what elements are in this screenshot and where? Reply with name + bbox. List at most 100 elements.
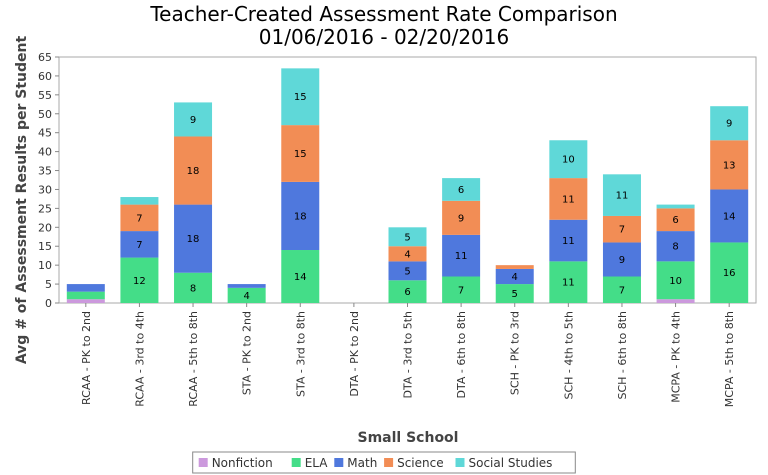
- data-label: 4: [404, 249, 410, 260]
- bar-segment: [710, 189, 749, 243]
- bar-segment: [388, 246, 427, 262]
- data-label: 7: [458, 285, 464, 296]
- bar-segment: [495, 268, 534, 285]
- chart-title: Teacher-Created Assessment Rate Comparis…: [149, 2, 617, 26]
- legend-swatch: [455, 458, 465, 467]
- x-tick-label: SCH - 6th to 8th: [616, 311, 629, 400]
- data-label: 6: [672, 215, 678, 226]
- x-axis-title: Small School: [358, 430, 459, 446]
- data-label: 14: [723, 211, 736, 222]
- y-axis: 0 5 10 15 20 25 30 35 40 45 50 55 60 65: [38, 51, 59, 310]
- x-tick-label: MCPA - 5th to 8th: [723, 311, 736, 407]
- y-tick-label: 20: [38, 221, 52, 234]
- bar-segment: [656, 208, 695, 232]
- bar-segment: [710, 140, 749, 190]
- bar-segment: [495, 265, 534, 269]
- bar-segment: [66, 291, 105, 300]
- data-label: 8: [672, 242, 678, 253]
- bar-segment: [442, 178, 481, 201]
- x-tick-label: DTA - 6th to 8th: [455, 311, 468, 398]
- data-label: 18: [187, 166, 200, 177]
- data-label: 11: [562, 194, 575, 205]
- bar-segment: [602, 174, 641, 216]
- legend-box: [192, 451, 576, 474]
- legend-swatch: [291, 458, 301, 467]
- bar-segment: [227, 287, 266, 303]
- x-tick-label: STA - 3rd to 8th: [294, 311, 307, 397]
- legend-label: ELA: [305, 456, 329, 470]
- bar-segment: [549, 178, 588, 220]
- legend-swatch: [384, 458, 394, 467]
- y-tick-label: 50: [38, 108, 52, 121]
- bar-segment: [174, 136, 213, 205]
- x-tick-label: STA - PK to 2nd: [241, 311, 254, 395]
- data-label: 18: [294, 211, 307, 222]
- data-label: 10: [669, 276, 682, 287]
- data-label: 7: [136, 240, 142, 251]
- data-label: 11: [455, 251, 468, 262]
- bar-segment: [656, 261, 695, 300]
- bar-segment: [549, 140, 588, 179]
- bar-segment: [710, 242, 749, 303]
- data-label: 9: [458, 213, 464, 224]
- data-label: 13: [723, 160, 736, 171]
- bar-segment: [656, 299, 695, 303]
- y-tick-label: 65: [38, 51, 52, 64]
- y-tick-label: 30: [38, 183, 52, 196]
- bar-segment: [281, 68, 320, 126]
- data-label: 16: [723, 268, 736, 279]
- bar-segment: [281, 125, 320, 182]
- y-tick-label: 60: [38, 70, 52, 83]
- bar-segment: [388, 261, 427, 281]
- x-tick-label: DTA - PK to 2nd: [348, 311, 361, 397]
- bar-segment: [602, 215, 641, 243]
- data-label: 4: [243, 291, 249, 302]
- legend-label: Social Studies: [469, 456, 553, 470]
- data-label: 5: [404, 266, 410, 277]
- legend-swatch: [334, 458, 344, 467]
- data-label: 15: [294, 149, 307, 160]
- x-tick-label: SCH - PK to 3rd: [509, 311, 522, 395]
- y-tick-label: 25: [38, 202, 52, 215]
- legend-swatch: [198, 458, 208, 467]
- bar-segment: [120, 231, 159, 258]
- y-tick-label: 55: [38, 89, 52, 102]
- legend-label: Nonfiction: [212, 456, 273, 470]
- bar-segment: [66, 299, 105, 303]
- bar-segment: [602, 276, 641, 303]
- bar-segment: [656, 231, 695, 262]
- y-tick-label: 5: [45, 278, 52, 291]
- data-label: 4: [512, 272, 518, 283]
- x-tick-label: DTA - 3rd to 5th: [402, 311, 415, 398]
- bar-segment: [227, 284, 266, 288]
- data-label: 8: [190, 283, 196, 294]
- y-tick-label: 35: [38, 165, 52, 178]
- bar-segment: [120, 197, 159, 205]
- data-label: 6: [458, 185, 464, 196]
- x-tick-label: RCAA - PK to 2nd: [80, 311, 93, 405]
- data-label: 5: [404, 232, 410, 243]
- data-label: 15: [294, 92, 307, 103]
- data-label: 14: [294, 272, 307, 283]
- data-label: 10: [562, 155, 575, 166]
- bar-segment: [388, 280, 427, 303]
- y-tick-label: 10: [38, 259, 52, 272]
- bars-group: 12 7 7 8 18 18 9 4 14 18 15 15 6 5 4 5 7 11 9 6 5 4 11 11 11 10 7 9…: [66, 68, 749, 303]
- x-tick-label: RCAA - 3rd to 4th: [133, 311, 146, 407]
- bar-segment: [442, 276, 481, 303]
- bar-segment: [442, 234, 481, 277]
- data-label: 9: [190, 115, 196, 126]
- data-label: 5: [512, 289, 518, 300]
- data-label: 11: [562, 278, 575, 289]
- bar-segment: [442, 200, 481, 235]
- legend-label: Science: [397, 456, 444, 470]
- bar-segment: [549, 219, 588, 262]
- data-label: 7: [136, 213, 142, 224]
- bar-segment: [174, 204, 213, 273]
- bar-segment: [602, 242, 641, 277]
- data-label: 7: [619, 225, 625, 236]
- y-tick-label: 45: [38, 127, 52, 140]
- bar-segment: [120, 204, 159, 232]
- y-tick-label: 15: [38, 240, 52, 253]
